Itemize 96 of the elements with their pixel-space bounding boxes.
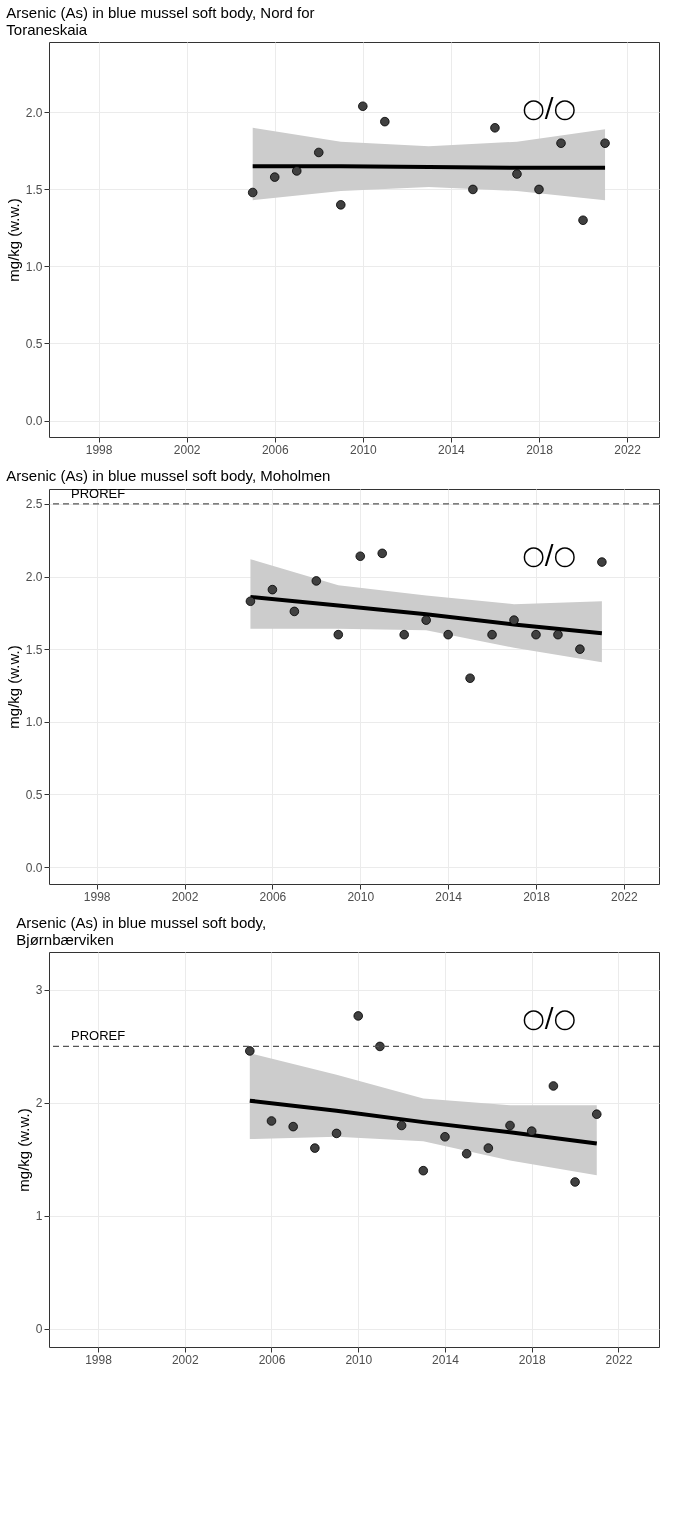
point: [526, 1126, 537, 1136]
point: [289, 606, 300, 617]
point: [505, 1120, 515, 1131]
point: [483, 1143, 494, 1153]
point: [600, 138, 610, 148]
x-tick-label: 2010: [345, 1352, 373, 1367]
x-tick-label: 2010: [347, 889, 375, 904]
point: [292, 166, 302, 176]
y-tick-label: 3: [35, 983, 43, 998]
y-tick-label: 2.0: [25, 105, 43, 120]
x-tick-label: 1998: [83, 889, 111, 904]
annotation: ○/○: [522, 1003, 577, 1034]
point: [267, 584, 278, 595]
point: [440, 1132, 450, 1142]
y-tick-label: 0.0: [25, 860, 43, 875]
point: [269, 172, 280, 182]
y-axis-title: mg/kg (w.w.): [14, 1108, 32, 1192]
chart-title: Arsenic (As) in blue mussel soft body, Bjørnbærviken: [16, 914, 267, 948]
point: [548, 1081, 559, 1091]
point: [288, 1121, 298, 1132]
point: [468, 184, 478, 195]
x-tick-label: 2014: [435, 889, 463, 904]
x-tick-label: 2002: [173, 442, 201, 457]
point: [358, 101, 368, 111]
point: [461, 1149, 472, 1159]
y-tick-label: 2.0: [25, 570, 43, 585]
y-tick-label: 0.0: [25, 414, 43, 429]
point: [396, 1120, 407, 1131]
point: [314, 147, 324, 158]
point: [331, 1128, 342, 1139]
point: [399, 629, 409, 640]
y-tick-label: 0.5: [25, 787, 43, 802]
x-tick-label: 2018: [518, 1352, 546, 1367]
annotation: ○/○: [522, 540, 577, 571]
point: [512, 169, 522, 179]
y-tick-label: 1.0: [25, 259, 43, 274]
x-tick-label: 1998: [85, 442, 113, 457]
point: [443, 629, 453, 640]
y-tick-label: 2: [35, 1096, 43, 1111]
y-axis-title: mg/kg (w.w.): [4, 645, 22, 729]
point: [310, 1143, 320, 1153]
point: [377, 548, 387, 559]
x-tick-label: 2022: [614, 442, 642, 457]
point: [380, 116, 390, 127]
chart-title: Arsenic (As) in blue mussel soft body, Moholmen: [6, 466, 331, 484]
point: [575, 644, 585, 654]
x-tick-label: 2018: [523, 889, 551, 904]
point: [336, 200, 346, 210]
point: [311, 576, 322, 586]
point: [418, 1165, 429, 1176]
point: [465, 673, 475, 683]
point: [245, 1046, 255, 1056]
y-tick-label: 1.5: [25, 182, 43, 197]
ref-line-label: PROREF: [71, 1028, 126, 1044]
point: [578, 215, 588, 225]
x-tick-label: 1998: [85, 1352, 113, 1367]
y-tick-label: 1.5: [25, 642, 43, 657]
y-tick-label: 2.5: [25, 497, 43, 512]
point: [553, 629, 563, 640]
point: [353, 1011, 363, 1021]
x-tick-label: 2022: [611, 889, 639, 904]
point: [355, 551, 365, 561]
x-tick-label: 2006: [261, 442, 289, 457]
point: [556, 138, 566, 148]
point: [247, 187, 258, 198]
point: [509, 615, 519, 625]
x-tick-label: 2014: [432, 1352, 460, 1367]
annotation: ○/○: [522, 93, 577, 124]
point: [421, 615, 431, 625]
x-tick-label: 2002: [171, 1352, 199, 1367]
y-tick-label: 1: [35, 1209, 43, 1224]
point: [592, 1109, 602, 1119]
chart-title: Arsenic (As) in blue mussel soft body, Nord for Toraneskaia: [6, 4, 315, 38]
y-axis-title: mg/kg (w.w.): [4, 198, 22, 282]
point: [531, 629, 541, 640]
line-series: [247, 1098, 599, 1146]
x-tick-label: 2022: [605, 1352, 633, 1367]
x-tick-label: 2006: [258, 1352, 286, 1367]
x-tick-label: 2010: [349, 442, 377, 457]
point: [245, 596, 256, 606]
x-tick-label: 2006: [259, 889, 287, 904]
y-tick-label: 1.0: [25, 715, 43, 730]
point: [570, 1177, 580, 1187]
point: [597, 557, 607, 567]
x-tick-label: 2002: [171, 889, 199, 904]
point: [375, 1041, 385, 1052]
point: [490, 123, 500, 133]
point: [534, 184, 544, 195]
point: [487, 629, 497, 640]
x-tick-label: 2018: [526, 442, 554, 457]
point: [266, 1116, 277, 1126]
point: [333, 629, 344, 640]
ref-line-label: PROREF: [71, 485, 126, 501]
y-tick-label: 0.5: [25, 336, 43, 351]
x-tick-label: 2014: [438, 442, 466, 457]
y-tick-label: 0: [35, 1322, 43, 1337]
